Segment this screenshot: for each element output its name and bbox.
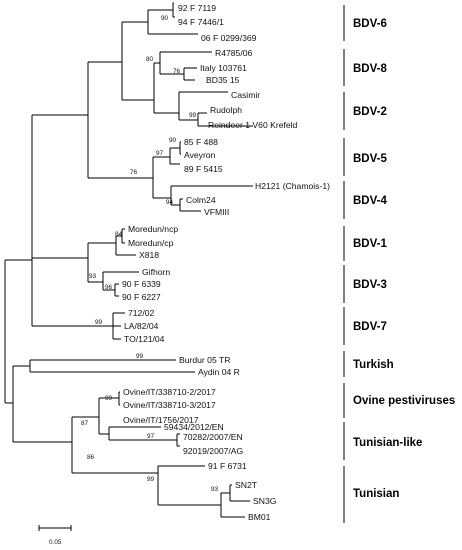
leaf-label: Ovine/IT/338710-2/2017 bbox=[123, 387, 216, 397]
leaf-label: Italy 103761 bbox=[200, 63, 247, 73]
leaf-label: BD35 15 bbox=[206, 75, 240, 85]
leaf-label: 90 F 6227 bbox=[122, 292, 161, 302]
clade-labels: BDV-6 BDV-8 BDV-2 BDV-5 BDV-4 BDV-1 BDV-… bbox=[353, 18, 455, 500]
leaf-label: 59434/2012/EN bbox=[164, 422, 224, 432]
leaf-label: Ovine/IT/338710-3/2017 bbox=[123, 400, 216, 410]
bootstrap-value: 99 bbox=[189, 112, 197, 119]
clade-label-bdv-5: BDV-5 bbox=[353, 153, 387, 165]
leaf-label: Aydin 04 R bbox=[198, 367, 240, 377]
bootstrap-value: 99 bbox=[147, 476, 155, 483]
clade-label-ovine-pestiviruses: Ovine pestiviruses bbox=[353, 395, 455, 407]
leaf-label: BM01 bbox=[248, 512, 271, 522]
leaf-label: Aveyron bbox=[184, 150, 216, 160]
bootstrap-value: 99 bbox=[105, 395, 113, 402]
leaf-label: SN2T bbox=[235, 480, 258, 490]
bootstrap-value: 99 bbox=[95, 319, 103, 326]
leaf-label: R4785/06 bbox=[215, 48, 252, 58]
bootstrap-value: 80 bbox=[146, 56, 154, 63]
leaf-label: 90 F 6339 bbox=[122, 279, 161, 289]
bootstrap-value: 96 bbox=[105, 284, 113, 291]
leaf-label: 92 F 7119 bbox=[178, 3, 216, 13]
leaf-label: 70282/2007/EN bbox=[183, 432, 243, 442]
leaf-label: TO/121/04 bbox=[124, 334, 165, 344]
leaf-label: Burdur 05 TR bbox=[179, 355, 230, 365]
bootstrap-value: 86 bbox=[87, 454, 95, 461]
clade-label-turkish: Turkish bbox=[353, 359, 394, 371]
bootstrap-value: 76 bbox=[130, 169, 138, 176]
leaf-label: VFMIII bbox=[204, 207, 229, 217]
leaf-label: Moredun/ncp bbox=[128, 224, 178, 234]
leaf-label: 91 F 6731 bbox=[208, 461, 247, 471]
bootstrap-value: 84 bbox=[115, 231, 123, 238]
clade-label-bdv-6: BDV-6 bbox=[353, 18, 387, 30]
leaf-label: SN3G bbox=[253, 496, 277, 506]
leaf-label: LA/82/04 bbox=[124, 321, 159, 331]
leaf-label: Rudolph bbox=[210, 105, 242, 115]
leaf-label: 85 F 488 bbox=[184, 137, 218, 147]
clade-label-tunisian: Tunisian bbox=[353, 488, 399, 500]
leaf-label: Moredun/cp bbox=[128, 238, 174, 248]
clade-label-bdv-3: BDV-3 bbox=[353, 279, 387, 291]
scale-bar: 0.05 bbox=[38, 525, 72, 546]
leaf-label: 89 F 5415 bbox=[184, 164, 223, 174]
clade-label-tunisian-like: Tunisian-like bbox=[353, 437, 422, 449]
bootstrap-value: 90 bbox=[161, 15, 169, 22]
tree-branches bbox=[4, 2, 253, 518]
leaf-label: X818 bbox=[139, 250, 159, 260]
clade-label-bdv-4: BDV-4 bbox=[353, 195, 387, 207]
bootstrap-value: 97 bbox=[147, 433, 155, 440]
leaf-label: H2121 (Chamois-1) bbox=[255, 181, 330, 191]
clade-label-bdv-7: BDV-7 bbox=[353, 321, 387, 333]
clade-label-bdv-8: BDV-8 bbox=[353, 63, 387, 75]
bootstrap-value: 93 bbox=[211, 486, 219, 493]
leaf-label: Gifhorn bbox=[142, 267, 170, 277]
bootstrap-value: 94 bbox=[166, 199, 174, 206]
bootstrap-value: 87 bbox=[81, 420, 89, 427]
bootstrap-value: 93 bbox=[89, 273, 97, 280]
leaf-label: Casimir bbox=[231, 90, 260, 100]
leaf-label: Ovine/IT/1756/2017 bbox=[123, 415, 199, 425]
bootstrap-values: 90 80 76 99 90 97 76 94 84 93 96 99 99 9… bbox=[81, 15, 219, 493]
leaf-label: 06 F 0299/369 bbox=[201, 33, 257, 43]
bootstrap-value: 90 bbox=[169, 137, 177, 144]
leaf-label: Reindeer 1 V60 Krefeld bbox=[208, 120, 298, 130]
clade-label-bdv-2: BDV-2 bbox=[353, 106, 387, 118]
leaf-label: 94 F 7446/1 bbox=[178, 17, 224, 27]
clade-label-bdv-1: BDV-1 bbox=[353, 238, 387, 250]
scale-bar-label: 0.05 bbox=[49, 539, 62, 546]
bootstrap-value: 97 bbox=[156, 150, 164, 157]
leaf-label: Colm24 bbox=[186, 195, 216, 205]
leaf-label: 92019/2007/AG bbox=[183, 446, 244, 456]
leaf-labels: 92 F 7119 94 F 7446/1 06 F 0299/369 R478… bbox=[122, 3, 330, 522]
bootstrap-value: 99 bbox=[136, 353, 144, 360]
leaf-label: 712/02 bbox=[128, 308, 155, 318]
bootstrap-value: 76 bbox=[173, 68, 181, 75]
